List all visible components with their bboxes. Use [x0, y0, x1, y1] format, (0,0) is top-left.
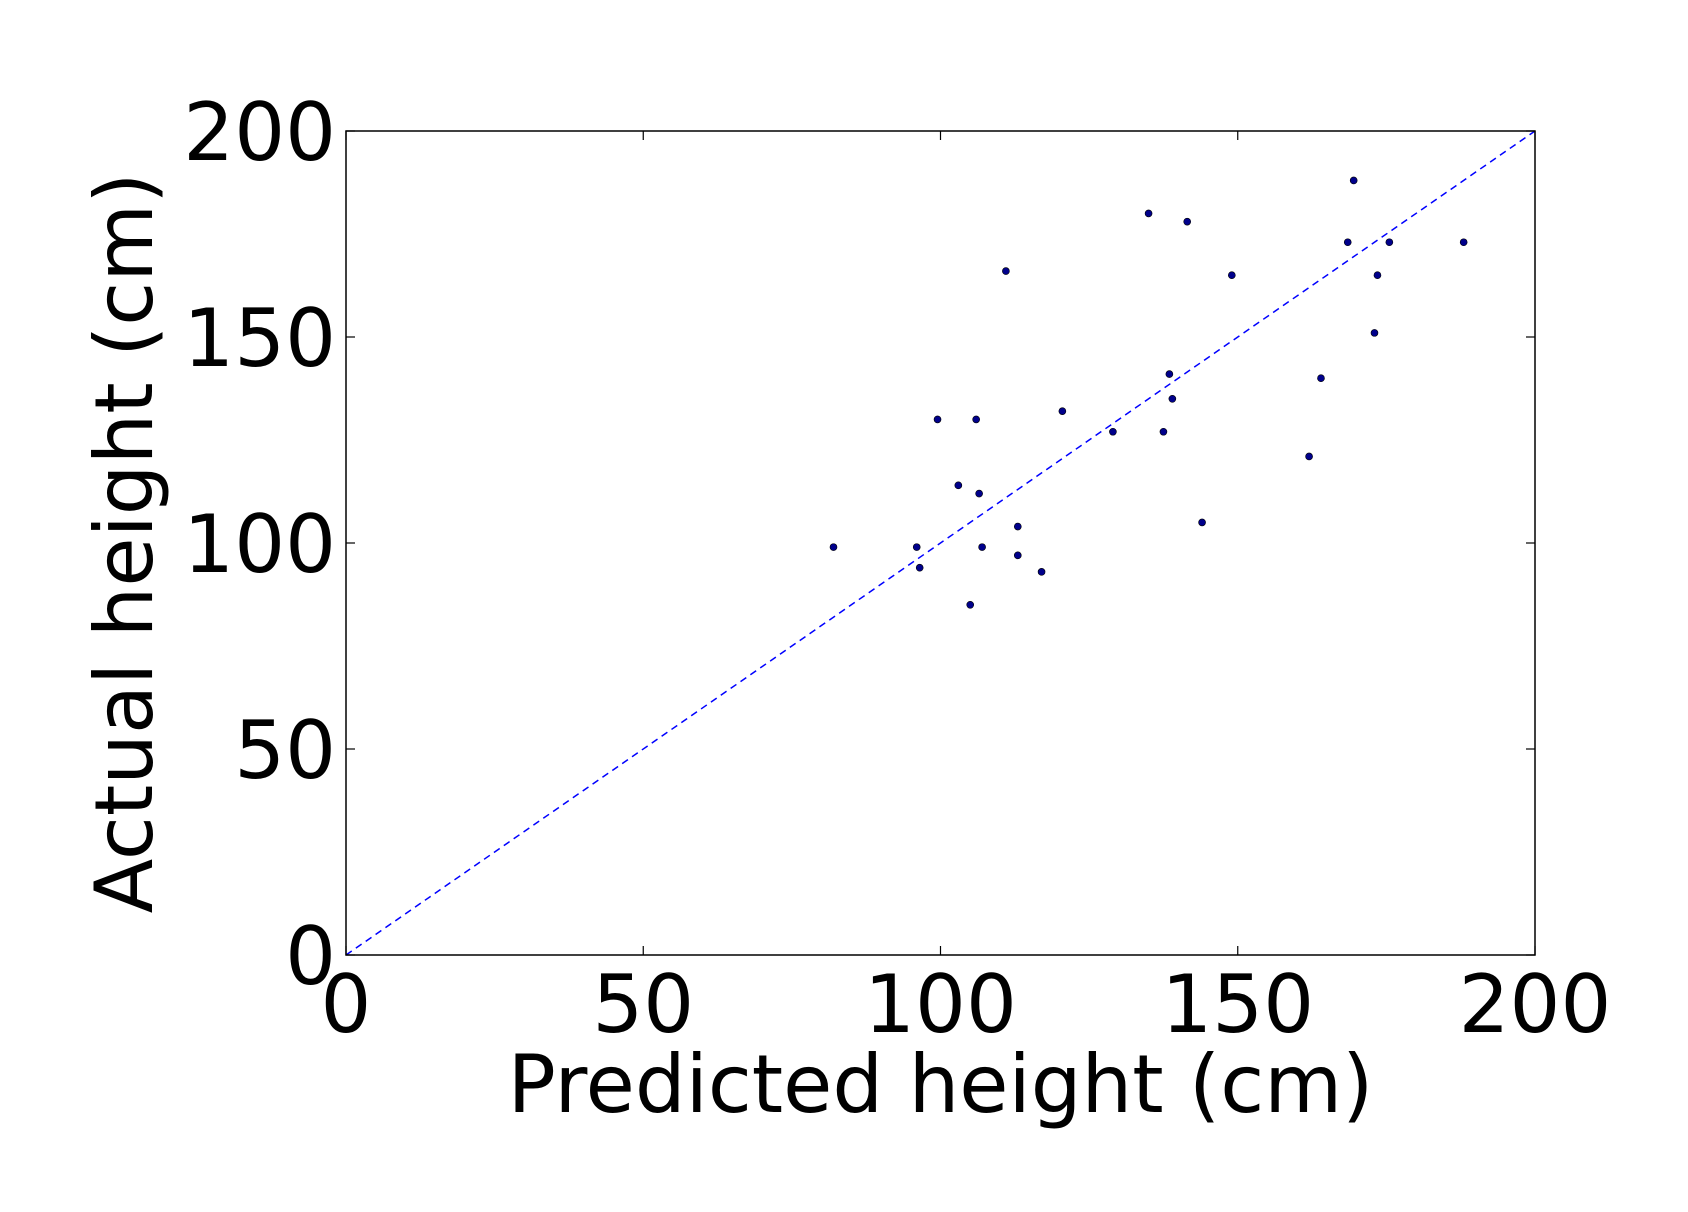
tick-labels-layer: 0 50 100 150 200 0 50 100 150 200 — [183, 86, 1611, 1051]
data-point — [1168, 394, 1177, 403]
data-point — [975, 489, 983, 498]
data-point — [933, 415, 942, 424]
y-tick-label: 100 — [183, 498, 336, 591]
x-tick-label: 50 — [592, 958, 694, 1051]
data-point — [1159, 427, 1168, 436]
reference-line-layer — [345, 130, 1536, 956]
y-tick-label: 0 — [285, 910, 336, 1003]
data-point — [1370, 329, 1379, 337]
data-point — [1343, 238, 1352, 247]
points-layer — [829, 176, 1468, 609]
data-point — [1198, 518, 1206, 527]
data-point — [1385, 238, 1394, 247]
data-point — [1305, 452, 1313, 461]
data-point — [972, 415, 980, 424]
data-point — [1317, 374, 1325, 383]
data-point — [1228, 271, 1236, 280]
data-point — [1013, 522, 1022, 531]
y-tick-label: 50 — [234, 704, 336, 797]
data-point — [912, 543, 921, 551]
x-tick-label: 200 — [1459, 958, 1612, 1051]
data-point — [1165, 370, 1174, 378]
data-point — [1058, 407, 1067, 415]
data-point — [1459, 238, 1468, 247]
data-point — [1349, 176, 1358, 185]
data-point — [1373, 271, 1382, 280]
ticks-layer — [345, 130, 1536, 956]
data-point — [1037, 568, 1046, 576]
x-tick-label: 150 — [1161, 958, 1314, 1051]
data-point — [954, 481, 963, 490]
data-point — [915, 563, 924, 572]
x-axis-label: Predicted height (cm) — [508, 1038, 1374, 1131]
data-point — [1144, 209, 1153, 218]
data-point — [1013, 551, 1022, 560]
data-point — [1002, 267, 1010, 275]
data-point — [978, 543, 986, 551]
y-tick-label: 150 — [183, 292, 336, 385]
y-tick-label: 200 — [183, 86, 336, 179]
y-axis-label: Actual height (cm) — [78, 173, 171, 914]
data-point — [829, 543, 838, 551]
x-tick-label: 100 — [864, 958, 1017, 1051]
reference-diagonal-line — [345, 130, 1536, 956]
data-point — [1183, 217, 1192, 226]
x-tick-label: 0 — [321, 958, 372, 1051]
data-point — [1109, 427, 1117, 436]
data-point — [966, 600, 975, 609]
